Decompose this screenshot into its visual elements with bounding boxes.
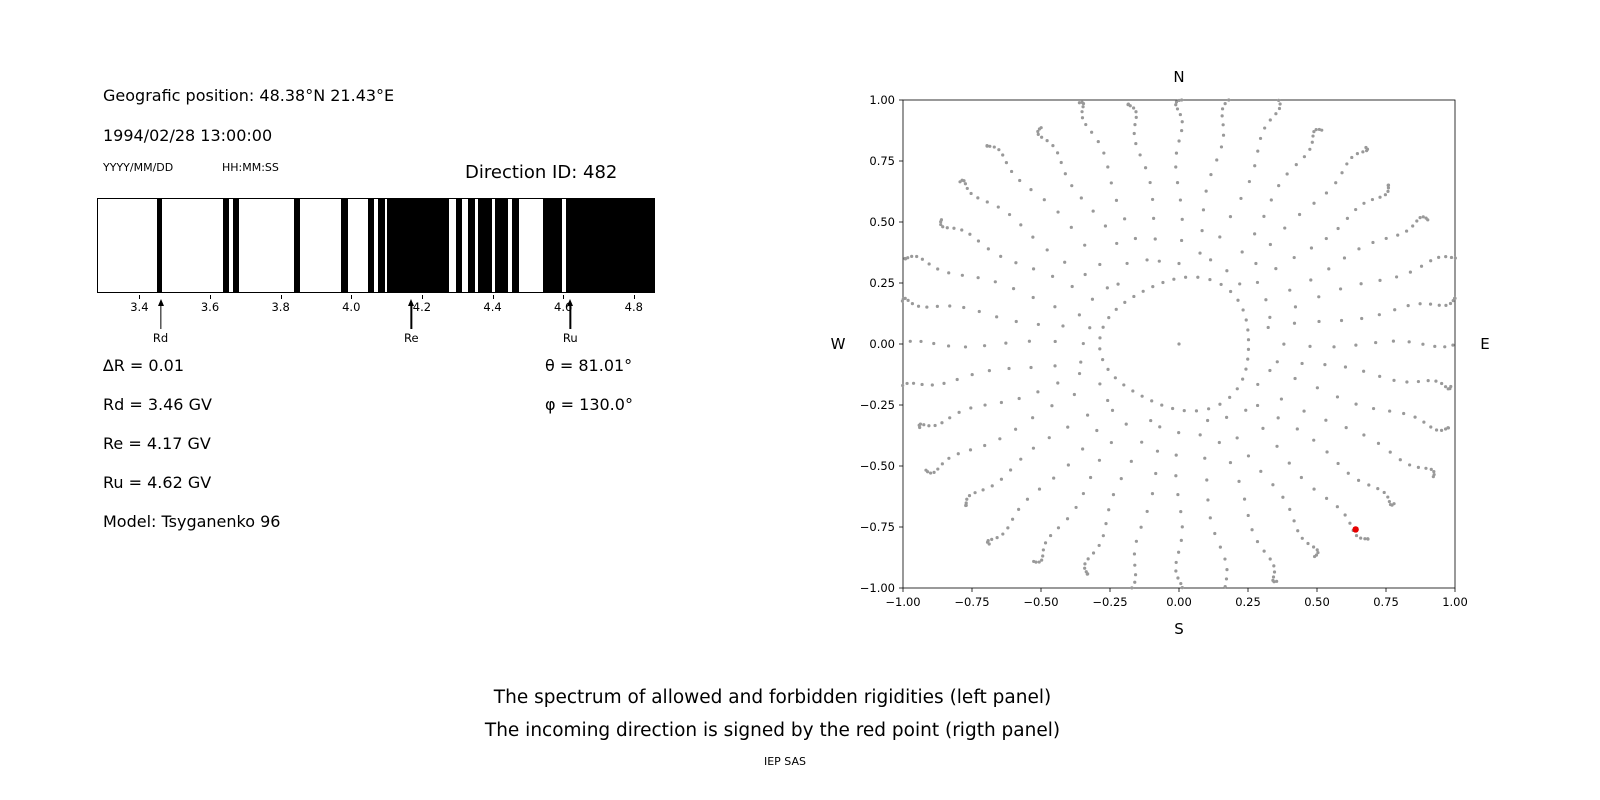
theta-value: θ = 81.01°: [545, 356, 633, 375]
phi-value: φ = 130.0°: [545, 395, 633, 414]
x-tick-label: −0.75: [954, 595, 989, 609]
y-tick-label: 0.00: [869, 337, 895, 351]
cutoff-marker-label: Ru: [562, 331, 578, 345]
y-tick-label: 1.00: [869, 93, 895, 107]
forbidden-band: [156, 199, 163, 292]
forbidden-band: [495, 199, 509, 292]
rigidity-axis: 3.4 3.6 3.8 4.0 4.2 4.4 4.6 4.8: [97, 295, 655, 317]
x-tick-label: 4.8: [624, 300, 643, 314]
forbidden-band: [543, 199, 563, 292]
forbidden-band: [222, 199, 229, 292]
datetime-label: 1994/02/28 13:00:00: [103, 126, 273, 145]
arrow-stem: [410, 305, 412, 329]
x-tick-label: 3.4: [130, 300, 149, 314]
date-format-label: YYYY/MM/DD: [103, 161, 174, 174]
forbidden-band: [386, 199, 449, 292]
y-tick-label: −0.75: [860, 520, 895, 534]
x-tick: [139, 295, 141, 299]
y-tick-label: −0.50: [860, 459, 895, 473]
y-tick-label: −0.25: [860, 398, 895, 412]
x-tick-label: 3.8: [271, 300, 290, 314]
x-tick-label: 0.00: [1166, 595, 1192, 609]
x-tick-label: 1.00: [1442, 595, 1468, 609]
delta-r-value: ∆R = 0.01: [103, 356, 185, 375]
x-tick-label: 0.25: [1235, 595, 1261, 609]
x-tick: [492, 295, 494, 299]
compass-south-label: S: [1174, 620, 1184, 638]
x-tick-label: 4.2: [412, 300, 432, 314]
x-tick: [421, 295, 423, 299]
forbidden-band: [378, 199, 385, 292]
x-tick-label: 0.50: [1304, 595, 1330, 609]
direction-scatter-plot: −1.00 −0.75 −0.50 −0.25 0.00 0.25 0.50 0.75 1.00…: [831, 68, 1490, 638]
y-tick-label: 0.75: [869, 154, 895, 168]
y-tick-label: 0.50: [869, 215, 895, 229]
arrow-up-icon: [567, 299, 574, 306]
direction-id-label: Direction ID: 482: [465, 162, 618, 183]
forbidden-band: [367, 199, 374, 292]
model-label: Model: Tsyganenko 96: [103, 512, 281, 531]
compass-west-label: W: [831, 335, 846, 353]
forbidden-band: [468, 199, 475, 292]
rd-value: Rd = 3.46 GV: [103, 395, 212, 414]
credit-label: IEP SAS: [763, 755, 807, 768]
x-tick-label: −0.25: [1092, 595, 1127, 609]
caption-line-1: The spectrum of allowed and forbidden ri…: [493, 687, 1052, 708]
rigidity-spectrum-plot: [97, 198, 655, 293]
caption-block: The spectrum of allowed and forbidden ri…: [0, 681, 1545, 747]
geographic-position-label: Geografic position: 48.38°N 21.43°E: [103, 86, 395, 105]
compass-east-label: E: [1480, 335, 1489, 353]
y-tick-label: −1.00: [860, 581, 895, 595]
compass-north-label: N: [1173, 68, 1184, 86]
y-tick-label: 0.25: [869, 276, 895, 290]
x-tick-label: 0.75: [1373, 595, 1399, 609]
arrow-stem: [569, 305, 571, 329]
cutoff-marker-label: Re: [404, 331, 419, 345]
time-format-label: HH:MM:SS: [222, 161, 279, 174]
forbidden-band: [566, 199, 654, 292]
arrow-up-icon: [408, 299, 415, 306]
forbidden-band: [512, 199, 519, 292]
forbidden-band: [478, 199, 493, 292]
rigidity-bands-area: [98, 199, 654, 292]
x-tick: [210, 295, 211, 299]
forbidden-band: [233, 199, 240, 292]
ru-value: Ru = 4.62 GV: [103, 473, 212, 492]
incoming-direction-point: [1352, 526, 1359, 533]
x-tick-label: −1.00: [885, 595, 920, 609]
x-tick-label: 3.6: [200, 300, 220, 314]
x-tick: [633, 295, 635, 299]
x-tick-label: 4.0: [342, 300, 361, 314]
arrow-up-icon: [157, 299, 164, 306]
cutoff-marker-label: Rd: [152, 331, 169, 345]
forbidden-band: [455, 199, 463, 292]
x-tick-label: −0.50: [1023, 595, 1058, 609]
x-tick-label: 4.4: [483, 300, 502, 314]
x-tick: [280, 295, 282, 299]
forbidden-band: [340, 199, 348, 292]
arrow-stem: [159, 305, 162, 329]
x-tick: [351, 295, 353, 299]
asymptotic-direction-dots: [900, 98, 1457, 590]
caption-line-2: The incoming direction is signed by the …: [484, 720, 1061, 741]
x-tick: [563, 295, 565, 299]
re-value: Re = 4.17 GV: [103, 434, 211, 453]
forbidden-band: [294, 199, 300, 292]
cutoff-markers: Rd Re Ru: [97, 299, 655, 349]
